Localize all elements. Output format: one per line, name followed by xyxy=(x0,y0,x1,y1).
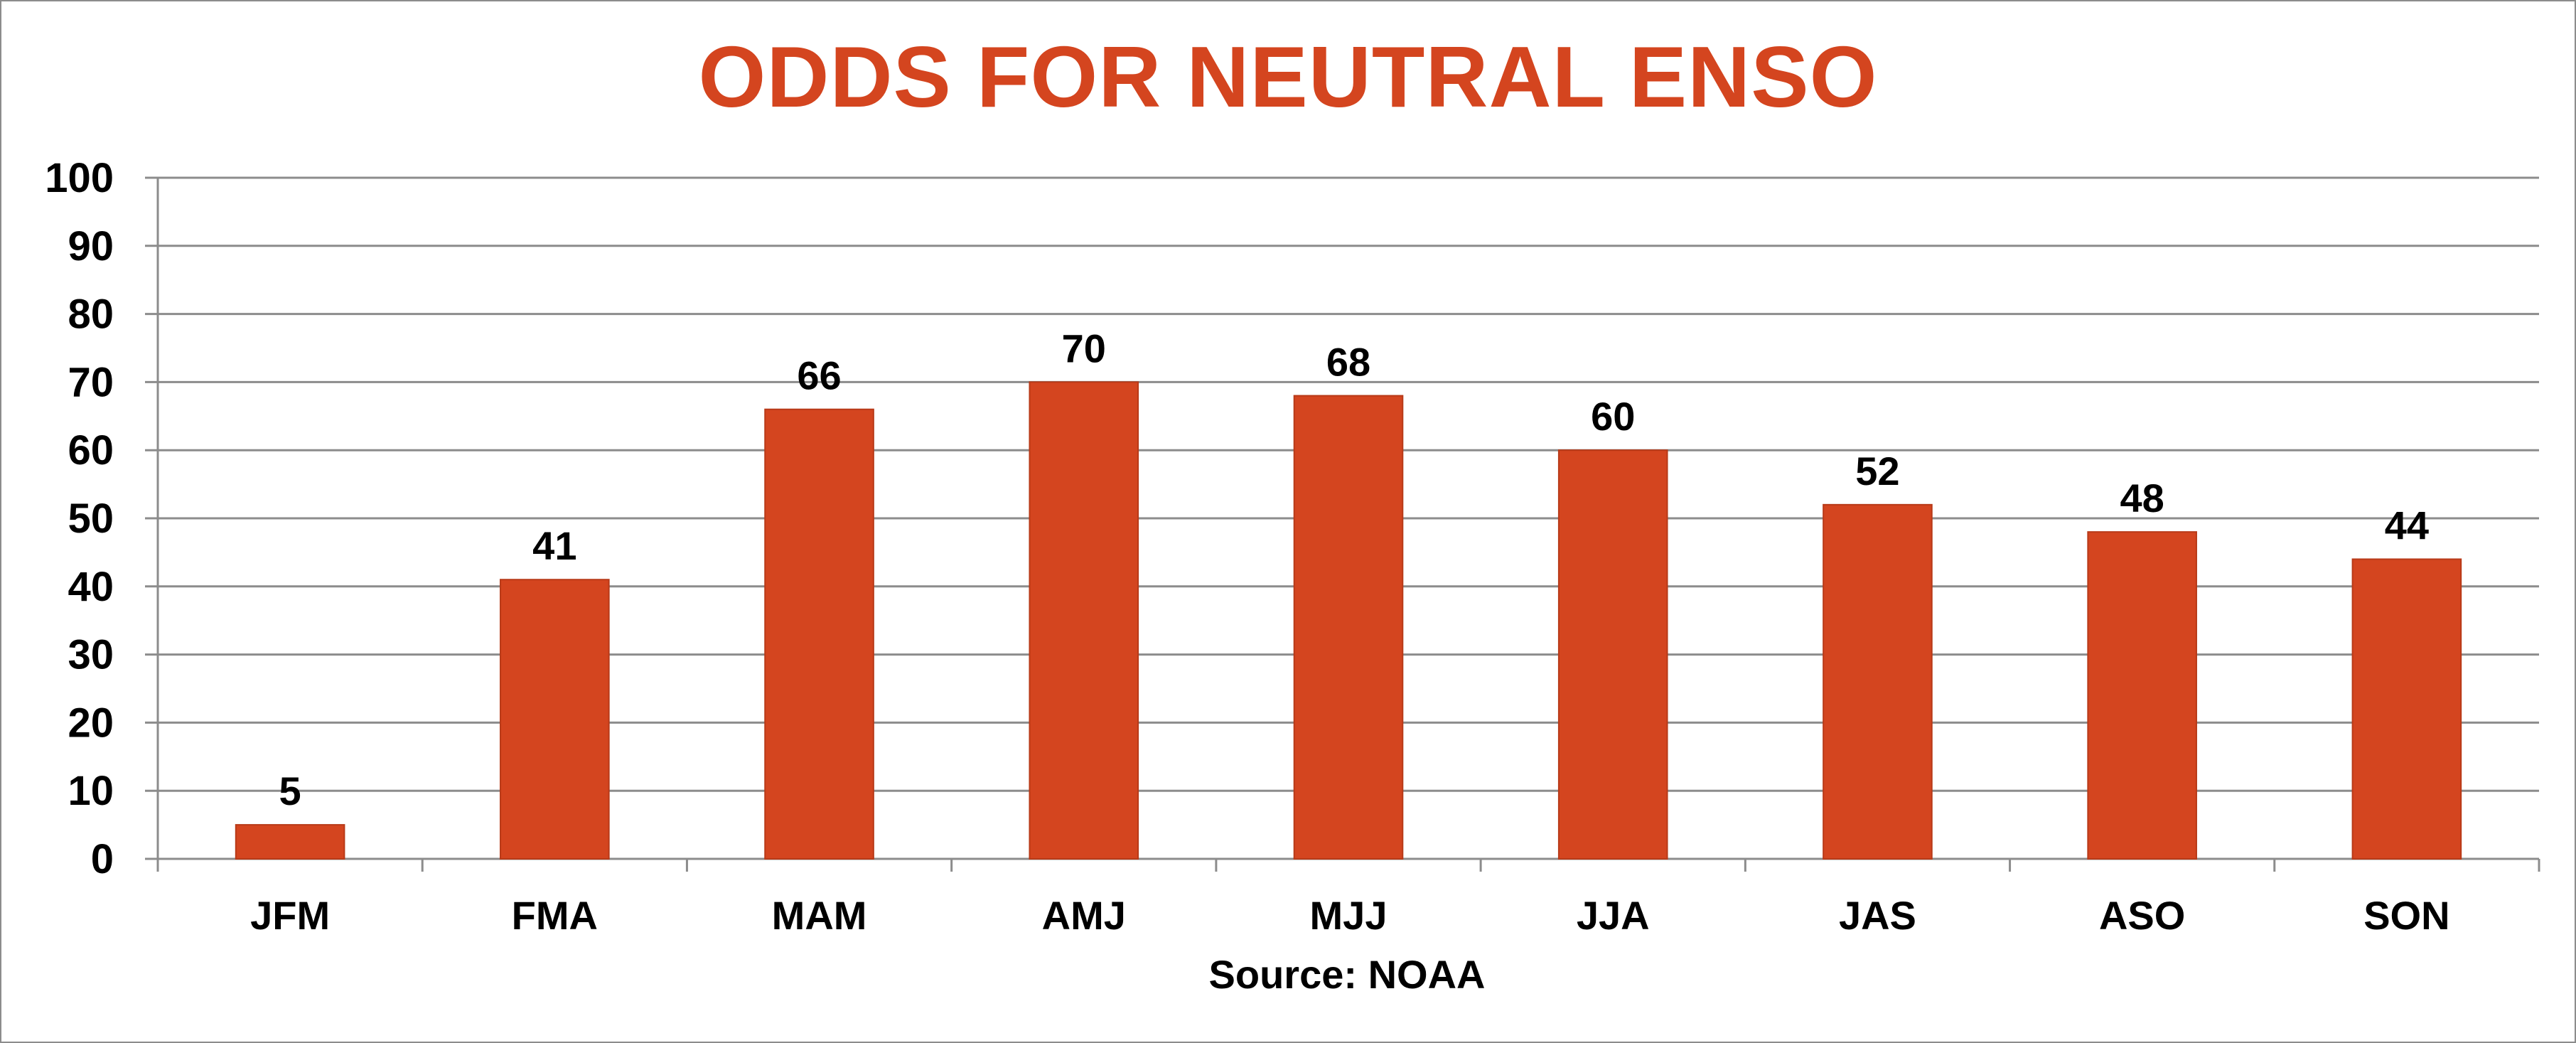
bar-mam xyxy=(764,408,874,860)
x-tick-label-mjj: MJJ xyxy=(1310,893,1388,938)
y-tick-label: 40 xyxy=(68,564,114,610)
bar-aso xyxy=(2087,531,2197,860)
bar-fma xyxy=(500,579,610,860)
bar-amj xyxy=(1029,381,1139,860)
data-label-jas: 52 xyxy=(1855,449,1899,493)
bar-mjj xyxy=(1293,395,1404,860)
data-label-jja: 60 xyxy=(1591,394,1635,439)
x-tick-label-amj: AMJ xyxy=(1042,893,1126,938)
data-labels: 5 41 66 70 68 60 52 48 44 xyxy=(279,326,2430,813)
x-tick-label-jja: JJA xyxy=(1577,893,1650,938)
y-tick-label: 60 xyxy=(68,427,114,474)
y-tick-label: 50 xyxy=(68,496,114,542)
bar-jja xyxy=(1557,449,1668,860)
bar-jas xyxy=(1823,503,1933,860)
data-label-son: 44 xyxy=(2385,503,2429,547)
y-tick-label: 90 xyxy=(68,223,114,269)
chart-title: ODDS FOR NEUTRAL ENSO xyxy=(698,28,1878,125)
y-tick-label: 80 xyxy=(68,291,114,338)
data-label-jfm: 5 xyxy=(279,769,301,813)
x-tick-label-fma: FMA xyxy=(512,893,598,938)
source-note: Source: NOAA xyxy=(1208,952,1486,997)
bars xyxy=(235,381,2462,860)
data-label-amj: 70 xyxy=(1062,326,1106,370)
y-axis-ticks: 0 10 20 30 40 50 60 70 80 90 100 xyxy=(45,155,114,882)
data-label-fma: 41 xyxy=(532,523,576,568)
x-tick-label-mam: MAM xyxy=(772,893,867,938)
data-label-mjj: 68 xyxy=(1326,340,1370,385)
data-label-aso: 48 xyxy=(2120,476,2164,520)
y-tick-label: 0 xyxy=(91,836,114,882)
x-axis-ticks: JFM FMA MAM AMJ MJJ JJA JAS ASO SON xyxy=(250,893,2449,938)
y-tick-label: 10 xyxy=(68,768,114,814)
x-tick-label-jfm: JFM xyxy=(250,893,330,938)
data-label-mam: 66 xyxy=(797,353,841,398)
y-tick-label: 100 xyxy=(45,155,114,201)
bar-jfm xyxy=(235,824,345,860)
y-tick-label: 30 xyxy=(68,632,114,678)
y-tick-label: 20 xyxy=(68,700,114,746)
x-tick-label-jas: JAS xyxy=(1839,893,1916,938)
bar-son xyxy=(2351,558,2462,860)
y-tick-label: 70 xyxy=(68,359,114,405)
x-tick-label-aso: ASO xyxy=(2099,893,2185,938)
x-tick-label-son: SON xyxy=(2363,893,2449,938)
